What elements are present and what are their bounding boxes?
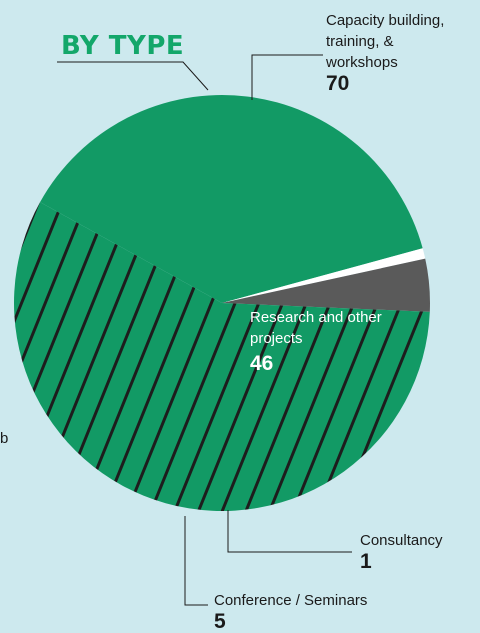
leader-conference xyxy=(184,516,208,606)
label-conference-line-1: Conference / Seminars xyxy=(214,592,368,609)
value-capacity: 70 xyxy=(326,72,350,95)
pie-slice-3 xyxy=(222,258,430,312)
label-research-line-1: Research and other xyxy=(250,309,382,326)
label-conference: Conference / Seminars 5 xyxy=(214,590,367,633)
label-research: Research and other projects 46 xyxy=(250,307,382,375)
label-research-line-2: projects xyxy=(250,330,303,347)
label-capacity-line-1: Capacity building, xyxy=(326,12,445,29)
pie-slice-2 xyxy=(222,248,426,303)
pie-slice-4 xyxy=(13,202,430,512)
label-consultancy-line-1: Consultancy xyxy=(360,532,443,549)
leader-title xyxy=(57,61,209,91)
label-capacity-line-2: training, & xyxy=(326,33,394,50)
label-capacity-line-3: workshops xyxy=(326,54,398,71)
chart-title: BY TYPE xyxy=(61,31,185,61)
value-conference: 5 xyxy=(214,610,226,633)
label-consultancy: Consultancy 1 xyxy=(360,530,443,573)
value-consultancy: 1 xyxy=(360,550,372,573)
pie-slice-1 xyxy=(40,95,423,303)
clipped-label-fragment: b xyxy=(0,430,9,447)
leader-capacity xyxy=(251,54,323,100)
label-capacity: Capacity building, training, & workshops… xyxy=(326,10,444,95)
leader-consultancy xyxy=(227,510,352,553)
value-research: 46 xyxy=(250,352,274,375)
